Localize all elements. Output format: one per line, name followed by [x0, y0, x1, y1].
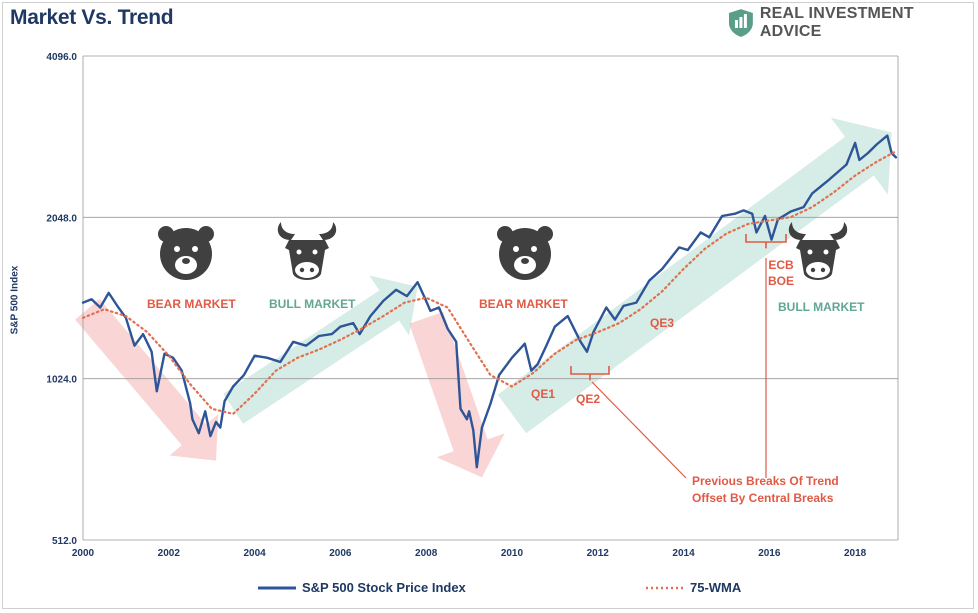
- x-tick-label: 2012: [587, 548, 610, 559]
- callout-line-qe2: [591, 381, 687, 479]
- y-tick-label: 4096.0: [46, 52, 77, 63]
- brand-logo: REAL INVESTMENT ADVICE: [728, 5, 978, 40]
- ecb-bracket: [745, 234, 787, 249]
- legend-item-price: S&P 500 Stock Price Index: [258, 580, 466, 595]
- annotation-bull-1: BULL MARKET: [269, 297, 356, 311]
- qe2-bracket: [570, 366, 610, 381]
- y-tick-label: 1024.0: [46, 375, 77, 386]
- x-tick-label: 2002: [158, 548, 181, 559]
- annotation-bear-2: BEAR MARKET: [479, 297, 568, 311]
- shield-icon: [728, 9, 753, 37]
- annotation-bear-1: BEAR MARKET: [147, 297, 236, 311]
- legend-label-price: S&P 500 Stock Price Index: [302, 580, 466, 595]
- trend-arrow-bull-2: [497, 117, 892, 434]
- annotation-bull-2: BULL MARKET: [778, 300, 865, 314]
- legend-item-wma: 75-WMA: [646, 580, 741, 595]
- legend-label-wma: 75-WMA: [690, 580, 742, 595]
- bear-icon: [158, 226, 214, 280]
- bull-icon: [277, 222, 337, 280]
- x-tick-label: 2006: [329, 548, 352, 559]
- y-tick-label: 2048.0: [46, 213, 77, 224]
- annotation-qe2: QE2: [576, 392, 600, 406]
- x-tick-label: 2014: [672, 548, 695, 559]
- trend-arrow-bear-1: [75, 298, 219, 461]
- x-tick-label: 2016: [758, 548, 781, 559]
- x-tick-label: 2000: [72, 548, 95, 559]
- series-line-sp500: [81, 134, 898, 469]
- bear-icon: [497, 226, 553, 280]
- x-tick-label: 2004: [243, 548, 266, 559]
- annotation-ecb: ECB: [768, 258, 794, 272]
- x-tick-label: 2018: [844, 548, 867, 559]
- annotation-boe: BOE: [768, 274, 794, 288]
- x-tick-label: 2008: [415, 548, 438, 559]
- annotation-breaks-1: Previous Breaks Of Trend: [692, 474, 839, 488]
- chart-title: Market Vs. Trend: [10, 6, 174, 29]
- trend-arrow-bear-2: [409, 311, 505, 478]
- annotation-qe1: QE1: [531, 387, 555, 401]
- y-tick-label: 512.0: [52, 536, 77, 547]
- series-line-75wma: [81, 150, 897, 415]
- x-tick-label: 2010: [501, 548, 524, 559]
- annotation-breaks-2: Offset By Central Breaks: [692, 491, 834, 505]
- bull-icon: [788, 222, 848, 280]
- annotation-qe3: QE3: [650, 316, 674, 330]
- brand-name: REAL INVESTMENT ADVICE: [759, 5, 914, 40]
